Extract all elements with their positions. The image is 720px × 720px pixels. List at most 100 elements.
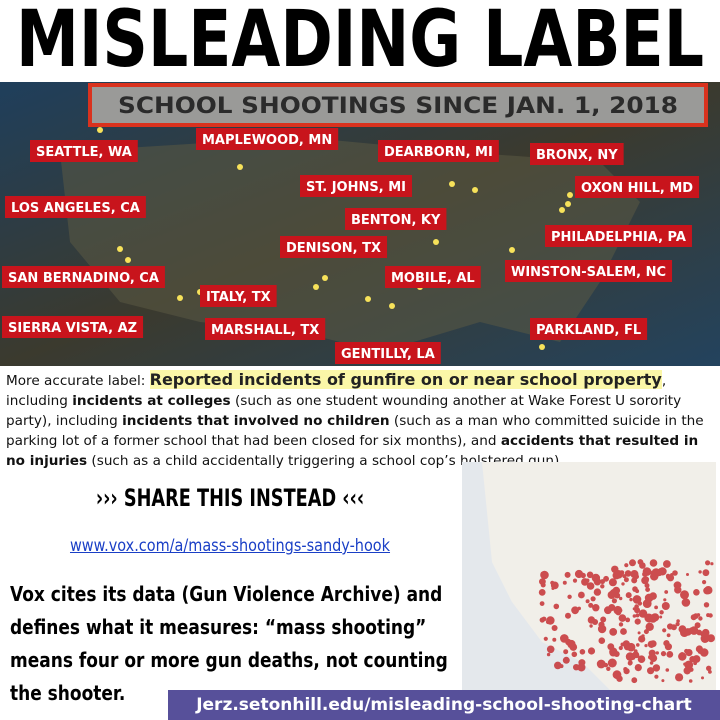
- vox-dot: [562, 656, 570, 664]
- vox-dot: [611, 598, 617, 604]
- vox-dot: [581, 578, 589, 586]
- share-heading: ››› SHARE THIS INSTEAD ‹‹‹: [95, 484, 365, 512]
- vox-dot: [634, 618, 641, 625]
- vox-dot: [609, 589, 618, 598]
- vox-dot: [675, 673, 684, 682]
- vox-dot: [565, 612, 571, 619]
- vox-dot: [661, 679, 665, 683]
- paragraph-segment: (such as a man who committed suicide in …: [6, 413, 704, 449]
- vox-dot: [710, 562, 714, 566]
- vox-dot: [663, 640, 670, 647]
- city-label-box: [335, 342, 441, 364]
- paragraph-segment: incidents that involved no children: [122, 413, 390, 429]
- vox-dot: [630, 570, 639, 579]
- vox-dot: [678, 652, 687, 661]
- vox-dot: [600, 584, 605, 589]
- vox-dot: [664, 590, 669, 594]
- vox-dot: [553, 603, 560, 610]
- city-label: WINSTON-SALEM, NC: [511, 265, 666, 280]
- city-label: MAPLEWOOD, MN: [202, 133, 332, 148]
- city-label-box: [530, 318, 648, 340]
- city-label: LOS ANGELES, CA: [11, 201, 140, 216]
- city-label-box: [2, 316, 144, 338]
- vox-dot: [644, 644, 648, 648]
- map-banner: SCHOOL SHOOTINGS SINCE JAN. 1, 2018: [118, 94, 678, 119]
- city-label: OXON HILL, MD: [581, 181, 693, 196]
- vox-dot: [638, 609, 648, 618]
- city-label-box: [345, 208, 447, 230]
- vox-dot: [645, 622, 654, 631]
- vox-link[interactable]: www.vox.com/a/mass-shootings-sandy-hook: [69, 536, 391, 556]
- vox-dot: [608, 578, 617, 587]
- vox-dot: [625, 652, 635, 661]
- vox-dot: [627, 661, 633, 666]
- vox-dot: [554, 661, 562, 670]
- vox-dot: [574, 569, 584, 579]
- city-label: DEARBORN, MI: [384, 145, 493, 160]
- vox-dot: [703, 639, 707, 643]
- city-label-box: [5, 196, 146, 218]
- vox-description: Vox cites its data (Gun Violence Archive…: [10, 582, 448, 705]
- footer-url[interactable]: Jerz.setonhill.edu/misleading-school-sho…: [168, 690, 720, 720]
- city-label: GENTILLY, LA: [341, 347, 435, 362]
- city-label-box: [2, 266, 165, 288]
- vox-dot: [694, 622, 701, 629]
- vox-dot: [616, 675, 623, 682]
- vox-dot: [648, 655, 653, 660]
- vox-dot: [619, 596, 623, 601]
- vox-dot: [655, 651, 659, 655]
- vox-dot: [587, 647, 596, 655]
- vox-dot: [546, 652, 551, 657]
- vox-dot: [622, 574, 627, 579]
- vox-dot: [693, 589, 700, 596]
- vox-dot: [546, 616, 555, 625]
- city-label-box: [378, 140, 499, 162]
- vox-dot: [689, 656, 696, 663]
- vox-dot: [607, 658, 617, 668]
- city-label-box: [385, 266, 481, 288]
- paragraph-segment: (such as one student wounding another at…: [6, 393, 682, 429]
- vox-dot: [676, 619, 680, 623]
- vox-dot: [586, 582, 595, 590]
- city-label-box: [196, 128, 339, 150]
- city-label: MARSHALL, TX: [211, 323, 319, 338]
- vox-dot: [680, 652, 684, 656]
- vox-dot: [647, 667, 655, 675]
- city-label: ITALY, TX: [206, 290, 271, 305]
- city-label: PHILADELPHIA, PA: [551, 230, 686, 245]
- vox-dot: [702, 569, 710, 577]
- paragraph-segment: , including: [6, 373, 667, 409]
- vox-dot: [618, 645, 623, 651]
- vox-dot: [698, 616, 703, 621]
- vox-dot: [567, 594, 572, 599]
- vox-dot: [603, 575, 609, 582]
- vox-dot: [666, 574, 672, 580]
- vox-dot: [632, 595, 642, 604]
- explanation: More accurate label: Reported incidents …: [6, 370, 716, 471]
- vox-dot: [658, 568, 663, 572]
- city-label-box: [300, 175, 412, 197]
- vox-dot: [593, 588, 602, 596]
- vox-dot: [596, 659, 606, 669]
- vox-dot: [577, 663, 586, 672]
- city-label: BENTON, KY: [351, 213, 441, 228]
- vox-dot: [632, 614, 637, 618]
- city-label: MOBILE, AL: [391, 271, 475, 286]
- vox-dot: [670, 573, 674, 577]
- vox-dot: [588, 602, 594, 608]
- vox-dot: [577, 606, 581, 611]
- vox-dot: [562, 580, 567, 585]
- vox-dot: [672, 570, 678, 576]
- vox-dot: [546, 645, 555, 654]
- vox-dot: [586, 571, 594, 579]
- city-label-box: [205, 318, 326, 340]
- vox-dot: [589, 624, 593, 628]
- vox-dot: [683, 662, 687, 666]
- title: MISLEADING LABEL: [16, 0, 704, 82]
- vox-dot: [684, 648, 689, 654]
- vox-dot: [539, 578, 546, 585]
- vox-dot: [625, 592, 632, 599]
- vox-dot: [681, 598, 691, 607]
- vox-dot: [663, 560, 671, 568]
- vox-dot: [673, 581, 682, 590]
